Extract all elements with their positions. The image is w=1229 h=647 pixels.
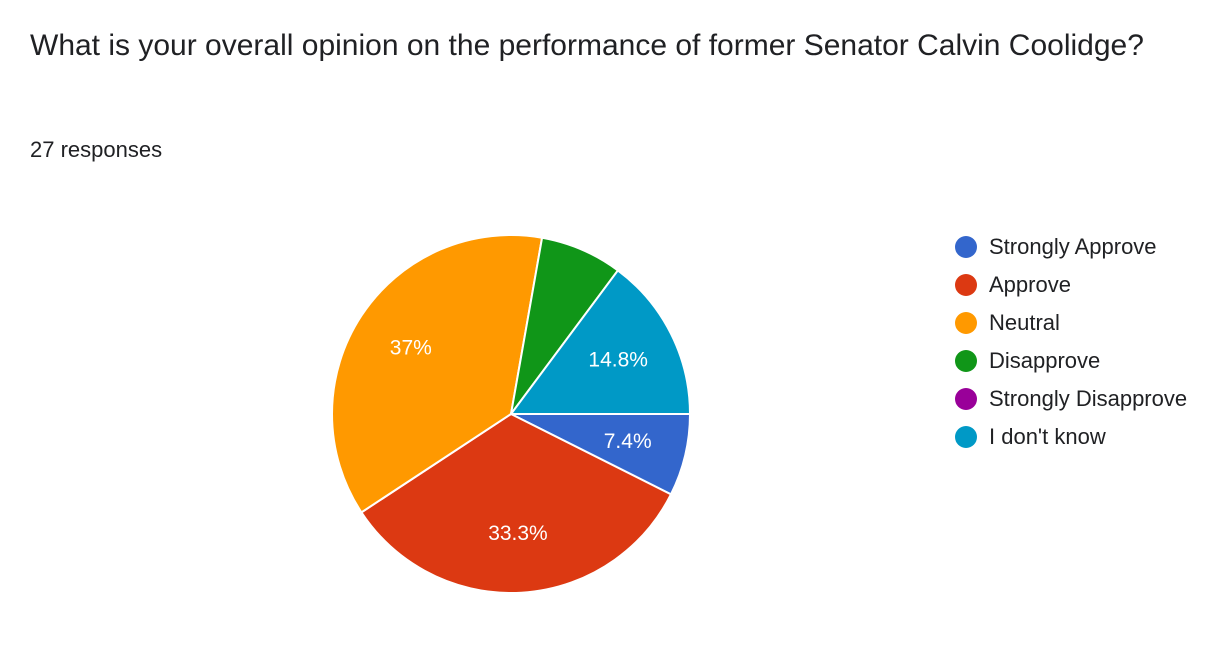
slice-label-approve: 33.3% [488, 522, 548, 545]
legend-swatch-strongly-approve [955, 236, 977, 258]
pie-slice-i-don-t-know [509, 269, 692, 415]
slice-label-neutral: 37% [390, 337, 432, 360]
legend-label-approve: Approve [989, 272, 1071, 297]
legend-swatch-i-don-t-know [955, 426, 977, 448]
legend-label-strongly-disapprove: Strongly Disapprove [989, 386, 1188, 411]
legend-item-neutral: Neutral [955, 304, 1187, 342]
legend-swatch-strongly-disapprove [955, 388, 977, 410]
pie-labels: 7.4% 33.3% 37% 14.8% [390, 337, 652, 546]
chart-legend: Strongly Approve Approve Neutral Disapprove… [955, 228, 1187, 456]
question-title: What is your overall opinion on the perf… [30, 29, 1144, 62]
slice-label-i-don-t-know: 14.8% [588, 349, 648, 372]
legend-item-strongly-approve: Strongly Approve [955, 228, 1187, 266]
pie-slice-approve [360, 412, 673, 594]
response-count: 27 responses [30, 137, 163, 162]
legend-swatch-neutral [955, 312, 977, 334]
slice-label-strongly-approve: 7.4% [604, 430, 652, 453]
legend-label-strongly-approve: Strongly Approve [989, 234, 1157, 259]
legend-label-disapprove: Disapprove [989, 348, 1101, 373]
legend-item-approve: Approve [955, 266, 1187, 304]
legend-label-i-don-t-know: I don't know [989, 424, 1106, 449]
legend-item-strongly-disapprove: Strongly Disapprove [955, 380, 1187, 418]
legend-item-disapprove: Disapprove [955, 342, 1187, 380]
legend-item-i-don-t-know: I don't know [955, 418, 1187, 456]
legend-swatch-approve [955, 274, 977, 296]
pie-slices [331, 234, 692, 594]
legend-label-neutral: Neutral [989, 310, 1060, 335]
legend-swatch-disapprove [955, 350, 977, 372]
pie-slice-neutral [331, 234, 544, 514]
